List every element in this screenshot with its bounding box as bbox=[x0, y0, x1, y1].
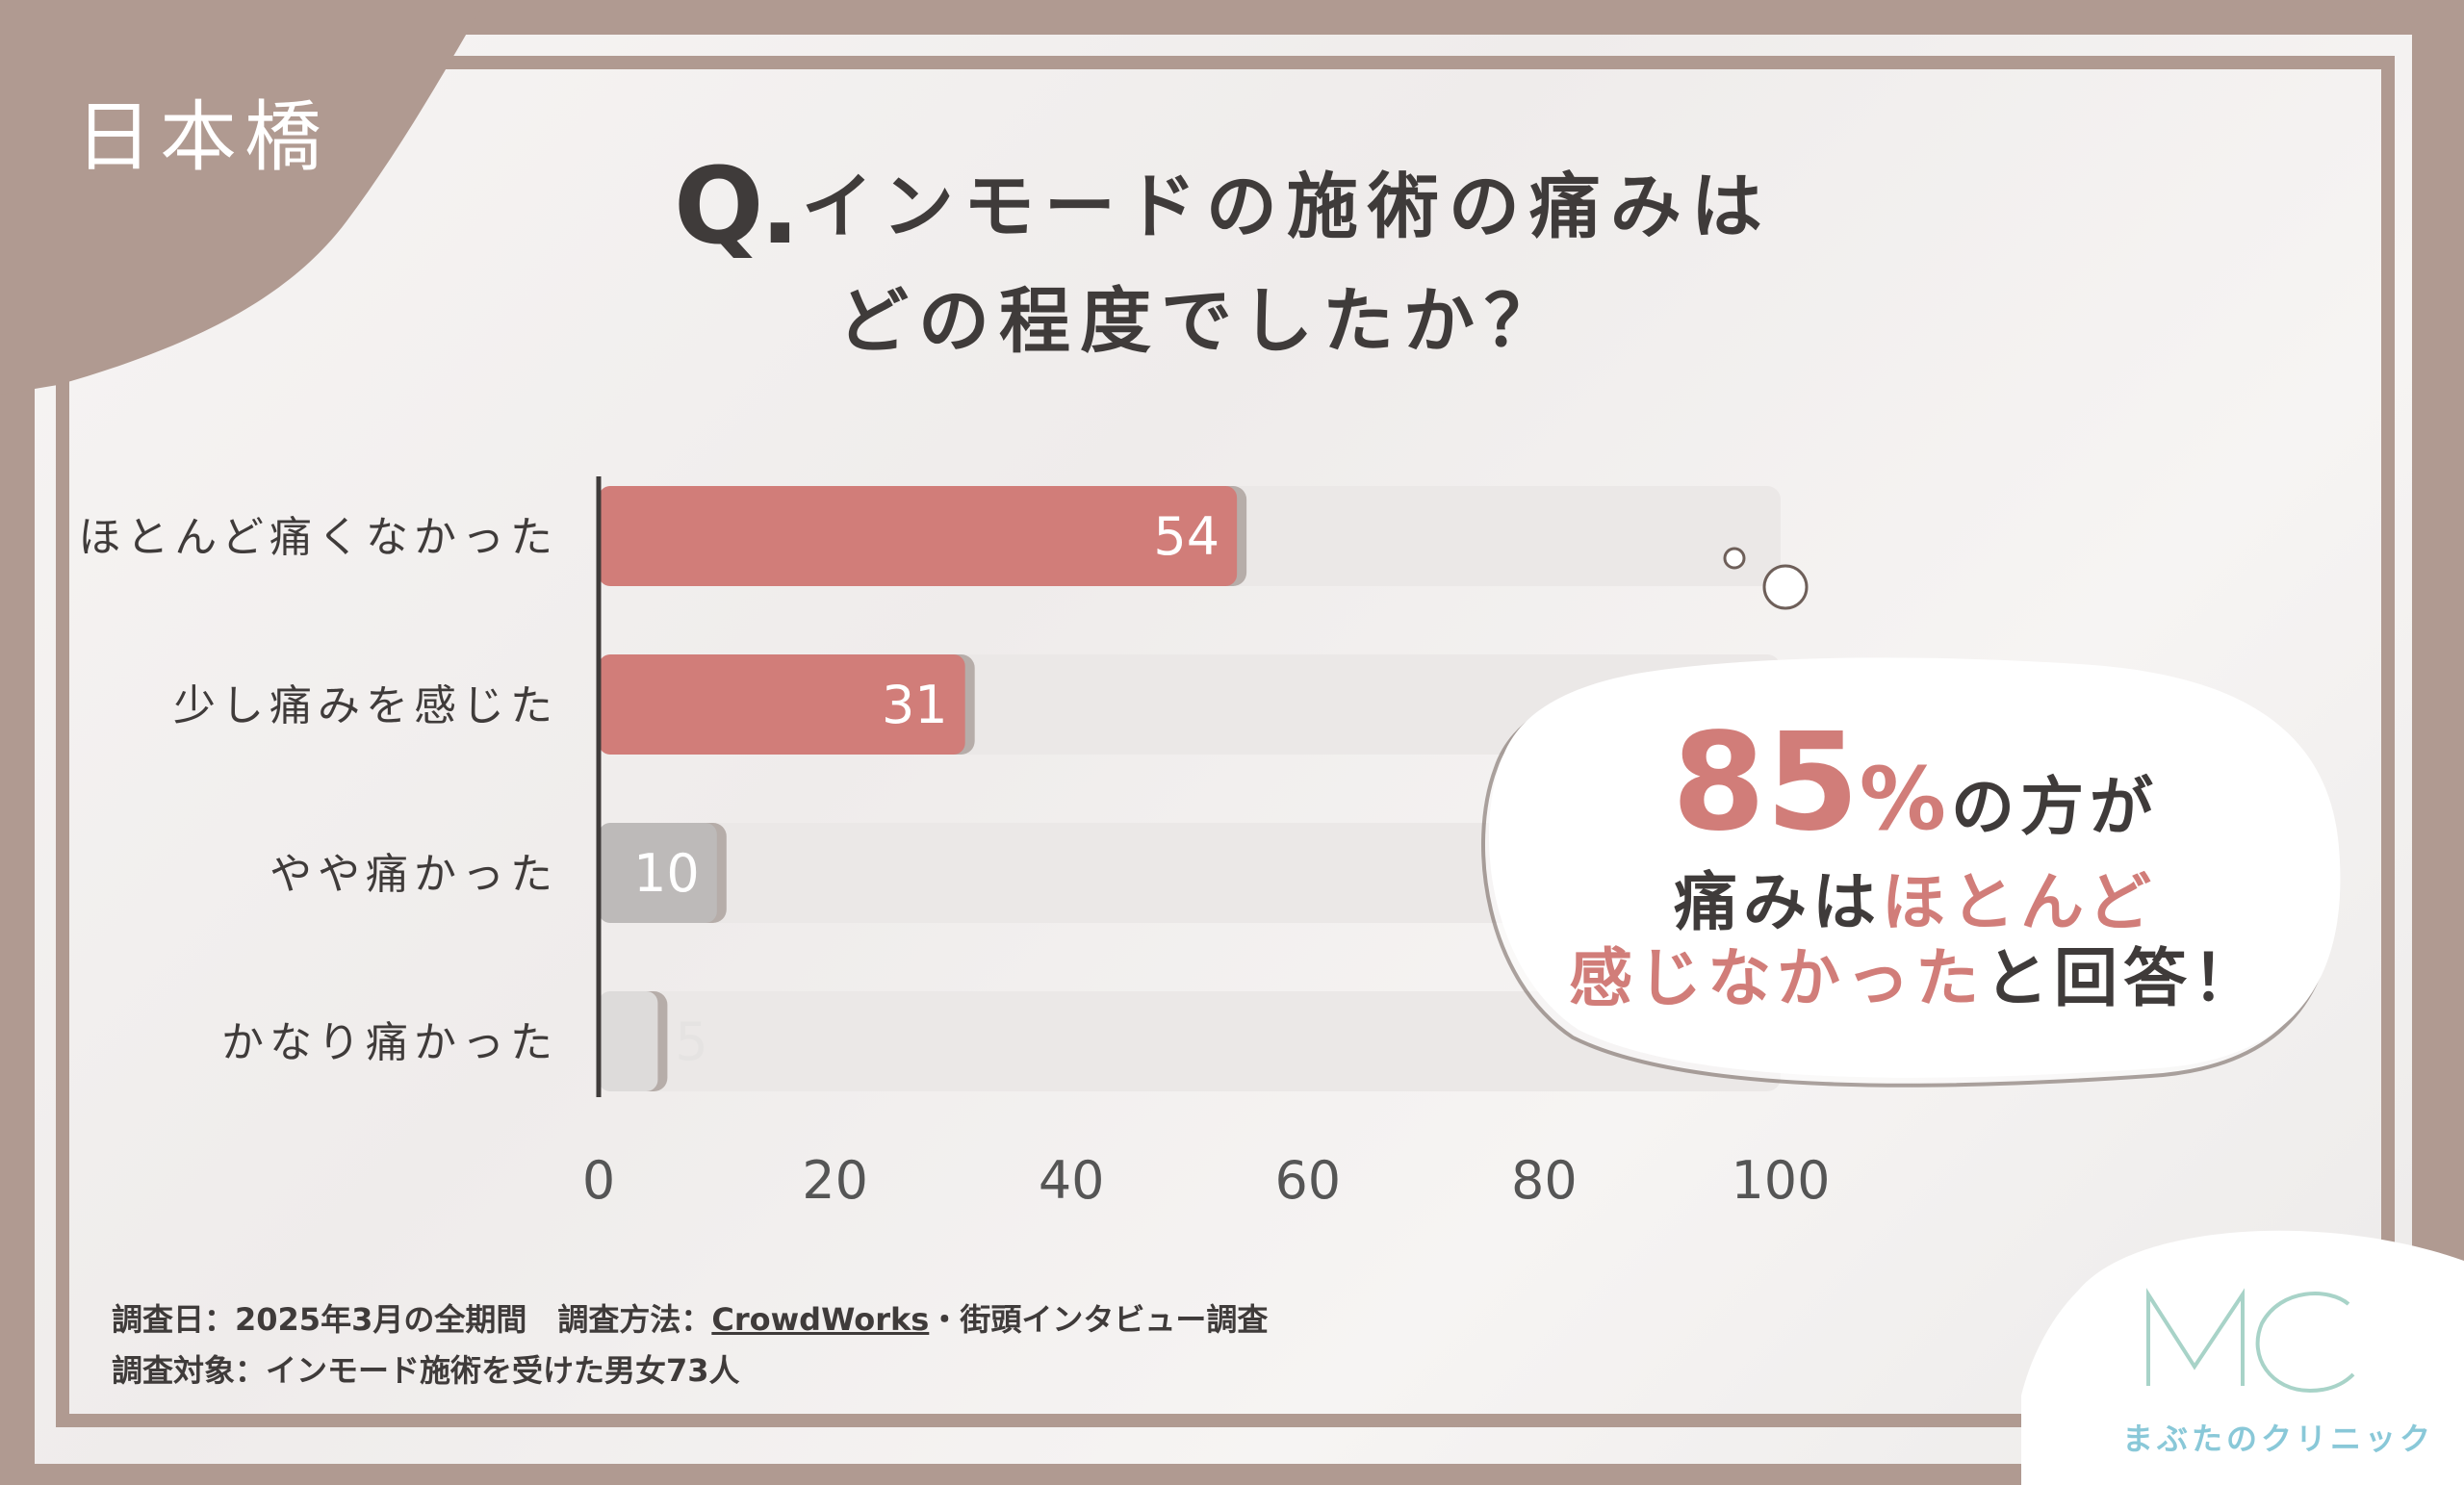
bar bbox=[599, 823, 717, 923]
callout-line3-suffix: と回答！ bbox=[1985, 941, 2262, 1016]
x-tick-label: 80 bbox=[1511, 1150, 1578, 1211]
callout-line1-suffix: の方が bbox=[1951, 770, 2160, 844]
question-mark: Q. bbox=[674, 144, 800, 268]
x-tick-label: 40 bbox=[1039, 1150, 1105, 1211]
category-label: 少し痛みを感じた bbox=[173, 681, 558, 730]
title-line-2: どの程度でしたか？ bbox=[837, 280, 1565, 363]
corner-decoration bbox=[0, 0, 486, 395]
location-label: 日本橋 bbox=[75, 92, 329, 182]
callout-line3-highlight: 感じなかった bbox=[1569, 941, 1985, 1016]
bar-value-label: 10 bbox=[633, 843, 700, 904]
callout-line2-highlight: ほとんど bbox=[1881, 865, 2158, 939]
question-title: Q. インモードの施術の痛みは どの程度でしたか？ bbox=[674, 144, 1772, 367]
bar bbox=[599, 991, 658, 1091]
footnote-line1-prefix: 調査日：2025年3月の全期間 調査方法： bbox=[112, 1301, 712, 1338]
category-label: ほとんど痛くなかった bbox=[78, 513, 558, 562]
x-tick-label: 20 bbox=[802, 1150, 868, 1211]
x-tick-label: 100 bbox=[1731, 1150, 1830, 1211]
footnote-line1-suffix: ・街頭インタビュー調査 bbox=[929, 1301, 1269, 1338]
bar-value-label: 5 bbox=[675, 1011, 707, 1072]
crowdworks-link[interactable]: CrowdWorks bbox=[711, 1301, 930, 1338]
footnote-line2: 調査対象：インモード施術を受けた男女73人 bbox=[112, 1351, 740, 1389]
category-label: かなり痛かった bbox=[221, 1018, 558, 1067]
clinic-name: まぶたのクリニック bbox=[2122, 1421, 2435, 1457]
survey-footnote: 調査日：2025年3月の全期間 調査方法：CrowdWorks・街頭インタビュー… bbox=[112, 1294, 1268, 1396]
logo-m-mark bbox=[2146, 1288, 2245, 1386]
logo-c-mark bbox=[2255, 1292, 2355, 1394]
callout-percent: 85 bbox=[1671, 704, 1860, 861]
x-tick-label: 0 bbox=[582, 1150, 615, 1211]
clinic-logo bbox=[2021, 1230, 2464, 1485]
bar bbox=[599, 654, 965, 755]
callout-text: 85% の方が 痛みはほとんど 感じなかったと回答！ bbox=[1492, 703, 2339, 1016]
bar bbox=[599, 486, 1238, 586]
bar-value-label: 31 bbox=[882, 675, 948, 735]
bar-value-label: 54 bbox=[1153, 506, 1219, 567]
category-label: やや痛かった bbox=[270, 850, 558, 899]
callout-percent-sign: % bbox=[1859, 749, 1946, 850]
bar-track bbox=[599, 991, 1781, 1091]
x-tick-label: 60 bbox=[1274, 1150, 1341, 1211]
title-line-1: インモードの施術の痛みは bbox=[801, 166, 1772, 248]
callout-line2-prefix: 痛みは bbox=[1673, 865, 1882, 939]
